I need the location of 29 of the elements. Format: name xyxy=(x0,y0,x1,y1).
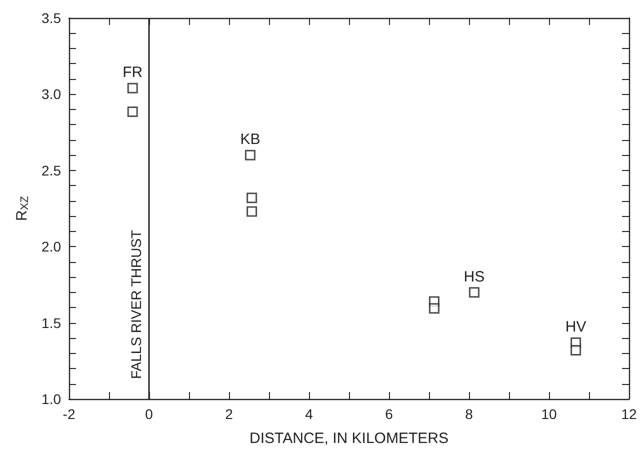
x-tick-label: 8 xyxy=(465,406,474,422)
x-tick-label: -2 xyxy=(62,406,76,422)
y-tick-label: 3.5 xyxy=(42,10,62,26)
x-tick-label: 10 xyxy=(541,406,557,422)
point xyxy=(468,287,480,298)
point xyxy=(127,106,138,117)
x-tick-label: 2 xyxy=(225,406,234,422)
y-tick-label: 2.0 xyxy=(42,238,62,255)
x-axis-title: DISTANCE, IN KILOMETERS xyxy=(250,430,448,447)
annotation: HV xyxy=(565,318,586,336)
point xyxy=(244,150,256,160)
x-tick-label: 12 xyxy=(621,406,637,422)
y-tick-label: 2.5 xyxy=(42,162,62,178)
y-axis-title: RXZ xyxy=(14,196,32,221)
x-tick-label: 6 xyxy=(385,406,394,422)
x-tick-label: 0 xyxy=(145,406,154,422)
ref-line-label: FALLS RIVER THRUST xyxy=(128,229,144,379)
y-tick-label: 1.0 xyxy=(42,391,62,407)
x-tick-label: 4 xyxy=(305,406,314,422)
annotation: FR xyxy=(122,64,143,82)
annotation: KB xyxy=(240,131,260,148)
point xyxy=(570,344,582,356)
point xyxy=(428,303,440,314)
point xyxy=(127,82,138,94)
annotation: HS xyxy=(464,268,485,286)
y-tick-label: 3.0 xyxy=(42,86,62,102)
point xyxy=(246,192,258,204)
point xyxy=(246,206,258,217)
y-tick-label: 1.5 xyxy=(42,314,62,331)
